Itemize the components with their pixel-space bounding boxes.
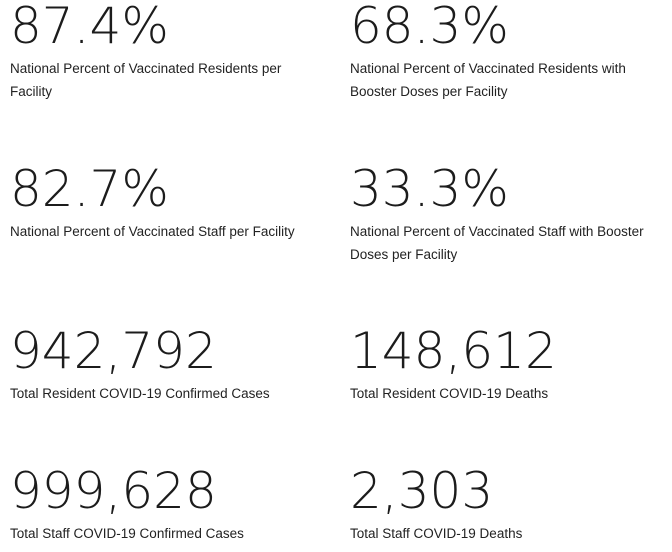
stat-label: National Percent of Vaccinated Staff per… (10, 224, 295, 239)
stat-staff-vaccinated: 82.7% National Percent of Vaccinated Sta… (10, 161, 340, 243)
stat-resident-cases: 942,792 Total Resident COVID-19 Confirme… (10, 323, 340, 405)
stat-staff-cases: 999,628 Total Staff COVID-19 Confirmed C… (10, 463, 340, 545)
stat-value: 999,628 (10, 462, 217, 520)
stat-resident-deaths: 148,612 Total Resident COVID-19 Deaths (350, 323, 672, 405)
stat-label: Total Staff COVID-19 Confirmed Cases (10, 526, 244, 541)
stat-value: 2,303 (350, 462, 494, 520)
stat-value: 68.3% (350, 0, 509, 55)
stat-label: National Percent of Vaccinated Staff wit… (350, 224, 644, 262)
stat-label: Total Resident COVID-19 Deaths (350, 386, 549, 401)
stat-value: 148,612 (350, 322, 557, 380)
stat-staff-deaths: 2,303 Total Staff COVID-19 Deaths (350, 463, 672, 545)
stat-value: 33.3% (350, 160, 509, 218)
stat-label: Total Resident COVID-19 Confirmed Cases (10, 386, 270, 401)
stat-label: Total Staff COVID-19 Deaths (350, 526, 523, 541)
stat-value: 82.7% (10, 160, 169, 218)
stat-residents-booster: 68.3% National Percent of Vaccinated Res… (350, 0, 672, 103)
stat-residents-vaccinated: 87.4% National Percent of Vaccinated Res… (10, 0, 340, 103)
stat-value: 942,792 (10, 322, 217, 380)
stat-label: National Percent of Vaccinated Residents… (350, 61, 626, 99)
stat-label: National Percent of Vaccinated Residents… (10, 61, 282, 99)
stat-staff-booster: 33.3% National Percent of Vaccinated Sta… (350, 161, 672, 266)
stat-value: 87.4% (10, 0, 169, 55)
